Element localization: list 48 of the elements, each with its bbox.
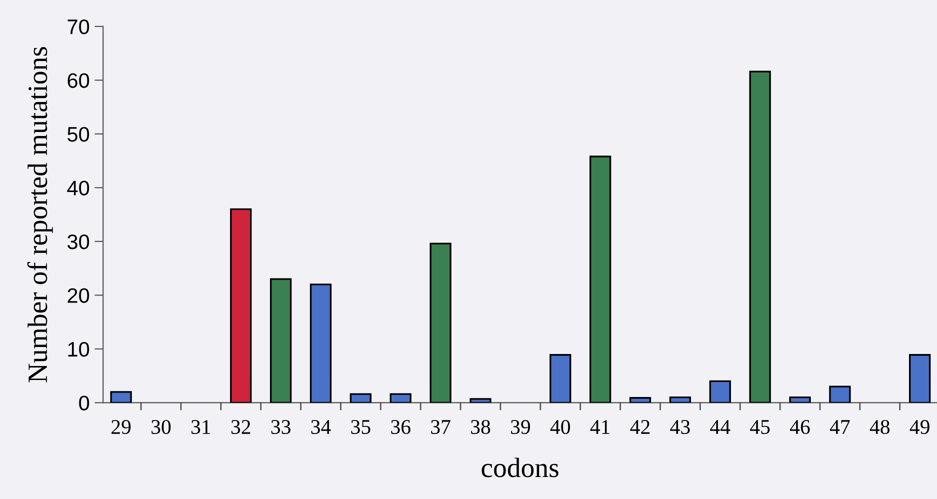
y-tick-label: 10: [68, 342, 90, 357]
bar: [430, 242, 452, 403]
bar: [669, 396, 692, 403]
x-tick-label: 39: [511, 420, 530, 434]
x-tick-label: 31: [192, 420, 210, 434]
x-tick-label: 30: [152, 420, 171, 434]
x-tick-label: 36: [391, 420, 410, 434]
bar: [310, 284, 332, 403]
y-axis-title: Number of reported mutations: [27, 47, 53, 382]
x-axis-title: codons: [482, 458, 558, 478]
bar: [789, 396, 811, 403]
x-tick-label: 40: [550, 420, 570, 434]
x-tick-label: 32: [231, 420, 250, 434]
bar: [550, 354, 572, 403]
x-tick-label: 45: [750, 420, 770, 434]
y-tick-label: 70: [68, 19, 90, 34]
bar: [270, 278, 292, 403]
y-tick-label: 40: [67, 180, 90, 196]
x-tick-label: 48: [870, 420, 890, 434]
bar: [909, 354, 931, 403]
bar: [629, 397, 652, 403]
bar: [829, 386, 851, 403]
bar: [390, 393, 412, 403]
bar: [230, 208, 252, 403]
x-tick-label: 43: [670, 420, 690, 434]
bar: [749, 70, 771, 403]
y-tick-label: 60: [68, 73, 90, 88]
x-tick-label: 33: [271, 420, 290, 434]
x-tick-label: 38: [471, 420, 490, 434]
x-tick-label: 29: [112, 420, 131, 434]
y-tick-label: 0: [79, 396, 90, 410]
x-tick-label: 37: [431, 420, 450, 434]
x-tick-label: 41: [590, 420, 610, 434]
x-tick-label: 44: [710, 420, 730, 434]
bar: [589, 156, 612, 403]
bar: [470, 398, 492, 403]
y-tick-label: 50: [68, 126, 90, 142]
x-tick-label: 47: [830, 420, 850, 434]
x-tick-label: 46: [790, 420, 810, 434]
x-tick-label: 34: [311, 420, 331, 434]
bar: [709, 380, 731, 403]
x-tick-label: 42: [630, 420, 650, 434]
x-tick-label: 49: [910, 420, 930, 434]
x-tick-label: 35: [351, 420, 370, 434]
bar: [350, 393, 372, 403]
y-tick-label: 30: [68, 234, 90, 250]
y-tick-label: 20: [68, 288, 90, 303]
bar: [110, 391, 132, 403]
